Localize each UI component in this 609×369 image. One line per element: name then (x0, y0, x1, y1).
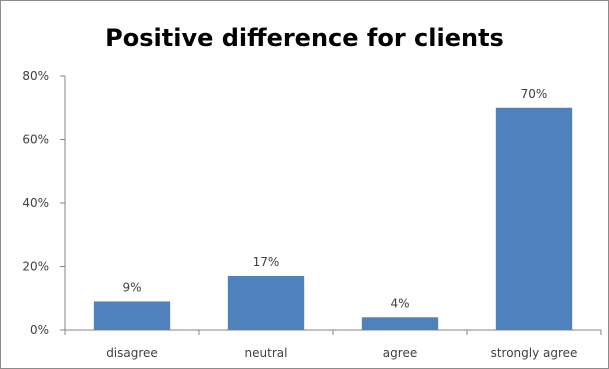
bar-neutral (227, 276, 305, 330)
x-tick-label: neutral (245, 346, 288, 360)
data-label: 9% (122, 280, 141, 294)
y-tick-label: 80% (22, 69, 49, 83)
bar-agree (361, 317, 439, 330)
x-tick-label: agree (383, 346, 417, 360)
data-label: 4% (390, 296, 409, 310)
data-label: 70% (521, 87, 548, 101)
x-tick-label: strongly agree (491, 346, 578, 360)
chart-title: Positive difference for clients (105, 24, 504, 52)
y-tick-label: 40% (22, 196, 49, 210)
y-tick-label: 20% (22, 260, 49, 274)
data-label: 17% (253, 255, 280, 269)
bar-disagree (93, 301, 171, 330)
x-tick-label: disagree (106, 346, 158, 360)
y-tick-label: 60% (22, 133, 49, 147)
y-tick-label: 0% (30, 323, 49, 337)
bar-strongly-agree (495, 107, 573, 330)
